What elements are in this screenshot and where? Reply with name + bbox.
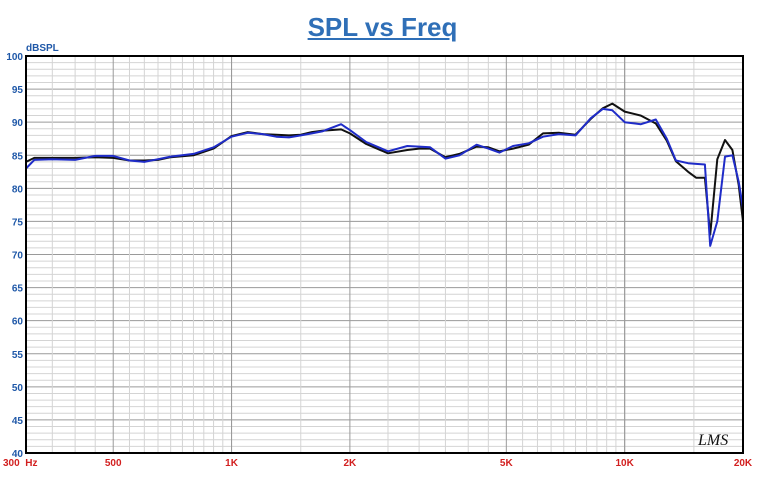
y-tick-label: 45	[12, 416, 24, 427]
y-tick-label: 50	[12, 383, 24, 394]
x-tick-label: 5K	[500, 458, 514, 469]
series-lines	[25, 102, 744, 247]
plot-frame	[25, 55, 744, 454]
grid-lines	[25, 55, 744, 454]
lms-logo: LMS	[697, 432, 728, 449]
y-tick-label: 65	[12, 284, 24, 295]
y-tick-label: 90	[12, 118, 24, 129]
y-tick-label: 80	[12, 184, 24, 195]
x-tick-label: 500	[105, 458, 122, 469]
x-tick-label: 20K	[734, 458, 753, 469]
y-axis-label: dBSPL	[26, 43, 59, 54]
x-tick-label: 2K	[343, 458, 357, 469]
y-tick-label: 55	[12, 350, 24, 361]
x-tick-label: 10K	[615, 458, 634, 469]
y-tick-label: 85	[12, 151, 24, 162]
y-axis-ticks: 40 45 50 55 60 65 70 75 80 85 90 95 100	[6, 52, 23, 460]
x-axis-ticks: 300 Hz 500 1K 2K 5K 10K 20K	[3, 458, 753, 469]
chart-title: SPL vs Freq	[307, 12, 458, 42]
y-tick-label: 60	[12, 317, 24, 328]
y-tick-label: 40	[12, 449, 24, 460]
x-tick-label: 1K	[225, 458, 239, 469]
y-tick-label: 95	[12, 85, 24, 96]
y-tick-label: 70	[12, 251, 24, 262]
y-tick-label: 100	[6, 52, 23, 63]
series-line-2	[25, 107, 744, 247]
y-tick-label: 75	[12, 217, 24, 228]
x-tick-label: 300 Hz	[3, 458, 37, 469]
